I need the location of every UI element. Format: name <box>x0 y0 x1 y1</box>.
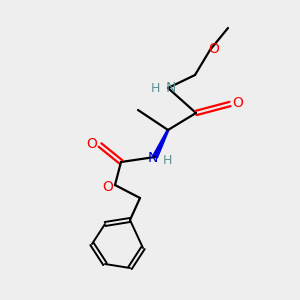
Text: O: O <box>208 42 219 56</box>
Text: O: O <box>232 96 243 110</box>
Polygon shape <box>153 130 169 158</box>
Text: H: H <box>162 154 172 166</box>
Text: N: N <box>166 81 176 95</box>
Text: H: H <box>150 82 160 94</box>
Text: O: O <box>103 180 113 194</box>
Text: N: N <box>148 151 158 165</box>
Text: O: O <box>87 137 98 151</box>
